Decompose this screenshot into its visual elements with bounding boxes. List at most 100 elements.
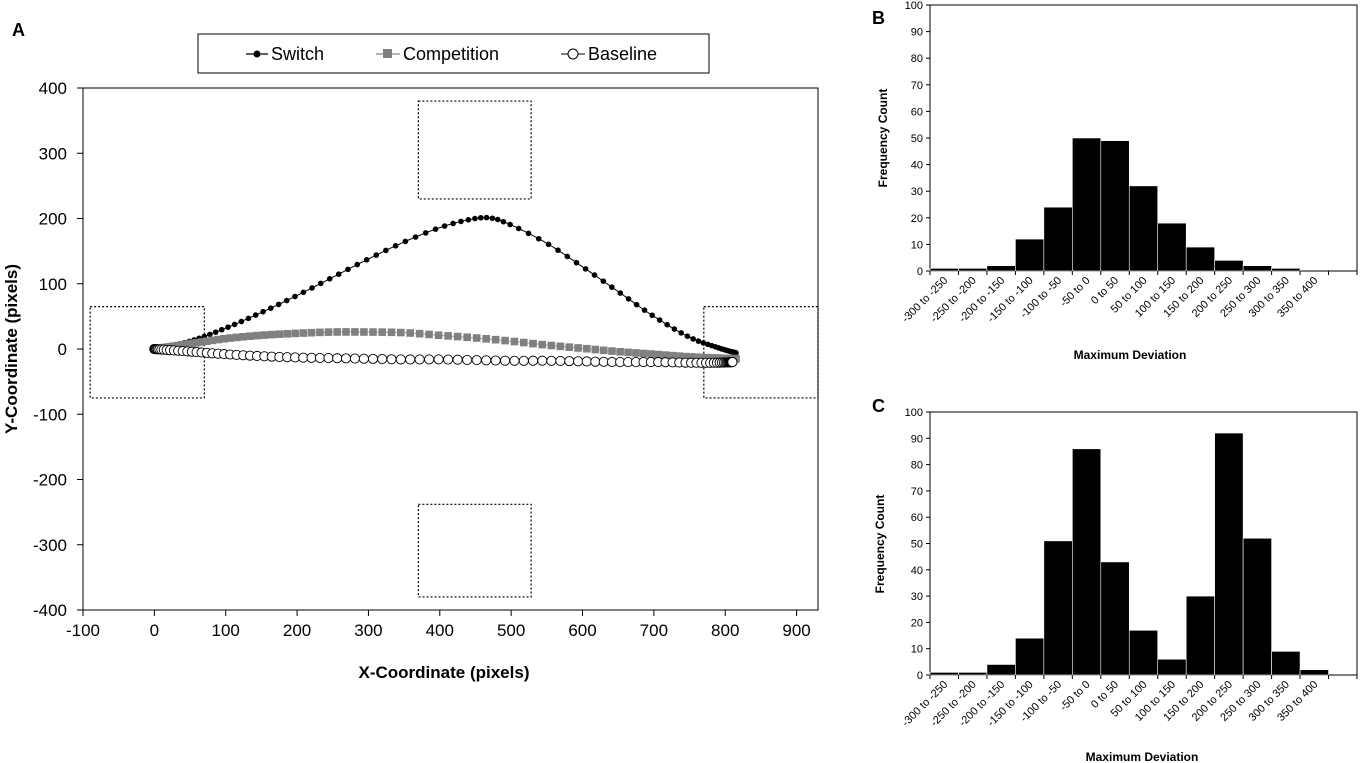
series-switch-point [441,223,448,229]
left-start-box [89,305,205,399]
series-competition-point [491,335,500,344]
histogram-bar [1271,651,1301,676]
series-switch-point [472,215,478,222]
series-switch-point [450,220,456,227]
series-baseline-point [395,354,406,365]
y-tick-label: 40 [911,565,923,577]
x-tick-label: 500 [497,621,525,640]
series-competition-point [316,328,324,337]
series-switch-point [252,312,259,318]
series-competition-point [369,328,377,336]
series-switch-point [212,329,219,335]
y-tick-label: 60 [911,106,923,118]
legend: Switch Competition Baseline [197,33,710,74]
series-baseline-point [443,354,454,365]
histogram-bar [1242,537,1272,676]
series-baseline-point [564,356,575,367]
series-competition-point [378,328,387,336]
series-baseline-point [386,354,397,365]
series-switch-point [392,243,399,249]
series-competition-point [697,353,706,362]
histogram-c-x-axis-title: Maximum Deviation [1086,750,1199,763]
series-competition-point [220,334,228,343]
x-tick-label: 200 [283,621,311,640]
series-switch-point [525,230,532,237]
series-baseline-point [306,352,317,363]
series-competition-point [188,339,196,348]
series-competition-point [253,331,261,340]
series-switch-point [664,321,670,328]
histogram-bar [1072,137,1102,272]
y-tick-label: -100 [33,405,67,424]
x-tick-label: 400 [426,621,454,640]
series-switch-point [412,234,419,240]
y-tick-label: 30 [911,186,923,198]
series-switch-point [260,308,266,315]
series-baseline-point [573,356,584,367]
series-switch-point [609,284,615,290]
series-switch-point [218,326,225,333]
histogram-bar [1157,222,1187,272]
series-switch-point [678,330,684,336]
histogram-bar [1299,669,1329,676]
series-competition-point [675,352,684,360]
series-competition-point [692,353,701,362]
x-tick-label: -50 to 0 [1058,275,1093,310]
series-competition-point [668,351,677,360]
series-competition-point [192,338,201,347]
y-tick-label: 80 [911,460,923,472]
series-baseline-point [298,352,309,363]
series-competition-point [197,338,206,346]
series-competition-point [178,341,187,349]
series-baseline-point [471,355,482,366]
series-switch-point [326,275,333,282]
series-competition-point [444,332,452,340]
y-tick-label: 100 [905,0,923,12]
series-competition-point [591,345,600,354]
series-baseline-point [405,354,416,365]
series-competition-point [681,352,690,361]
series-baseline-point [314,352,326,363]
series-competition-point [387,328,396,337]
y-tick-label: 100 [905,407,923,419]
histogram-bar [1242,265,1272,272]
series-competition-point [608,347,616,355]
x-tick-label: 900 [782,621,810,640]
series-competition-point [632,349,640,357]
series-switch-point [500,218,507,225]
series-competition-point [246,332,254,340]
series-competition-point [183,340,192,348]
legend-competition-marker [383,49,392,58]
series-switch-point [309,285,315,291]
series-baseline-point [358,353,369,364]
series-switch-point [700,340,707,346]
series-competition-point [406,329,414,337]
y-tick-label: 300 [39,144,67,163]
series-competition-point [556,342,565,351]
series-competition-point [239,332,247,341]
series-competition-point [360,328,368,336]
histogram-bar [986,664,1016,676]
y-tick-label: 80 [911,53,923,65]
series-baseline-point [528,355,539,366]
y-tick-label: 0 [917,670,923,682]
series-switch-point [600,278,607,284]
histogram-bar [1128,629,1159,676]
series-switch-point [690,336,696,342]
y-tick-label: 70 [911,80,923,92]
series-switch-point [432,226,439,232]
series-competition-point [324,328,333,336]
series-baseline-point [727,356,738,368]
histogram-bar [1157,658,1187,676]
series-switch-point [535,235,542,242]
series-competition-point [174,341,182,350]
series-switch-point [489,215,496,222]
series-switch-point [671,326,678,332]
y-tick-label: 200 [39,210,67,229]
histogram-bar [929,672,959,676]
y-tick-label: -400 [33,601,67,620]
series-switch-point [363,257,370,263]
